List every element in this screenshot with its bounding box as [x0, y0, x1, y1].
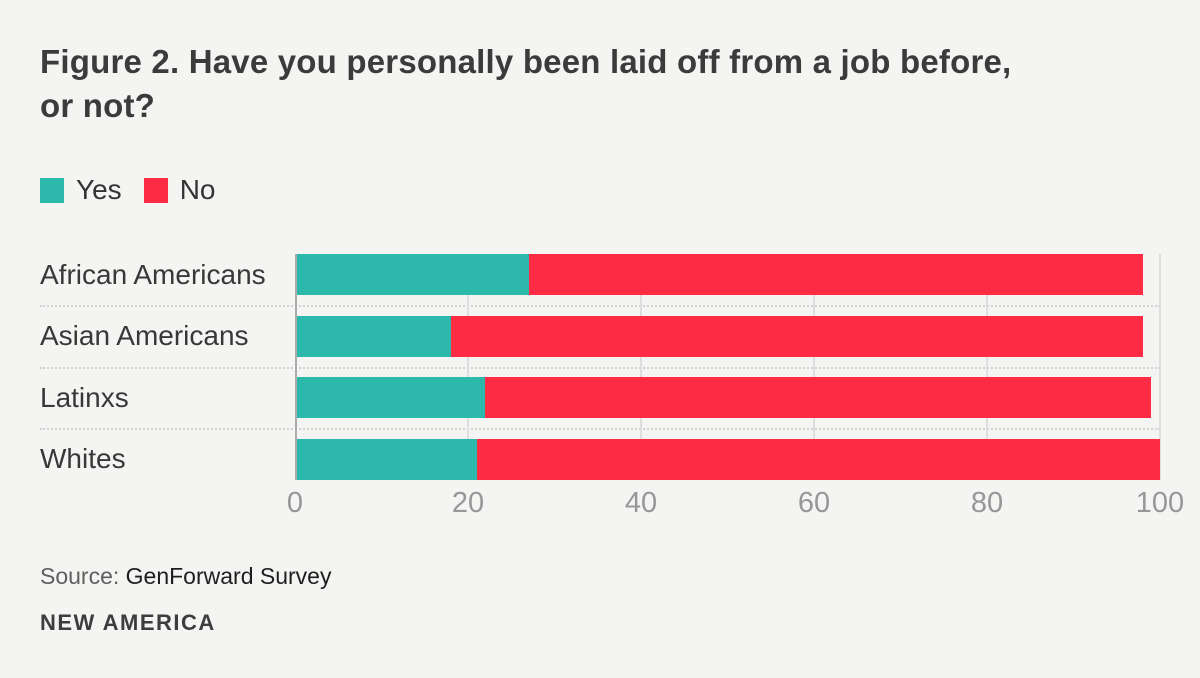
x-tick-label: 60	[797, 487, 831, 519]
bar-chart: African Americans Asian Americans Latinx…	[40, 254, 1184, 519]
x-tick-label: 40	[624, 487, 658, 519]
source-attribution: Source: GenForward Survey	[40, 563, 331, 590]
row-separator	[40, 305, 1160, 307]
row-separator	[40, 428, 1160, 430]
bar-row: Latinxs	[40, 377, 1160, 419]
bar-row: Asian Americans	[40, 315, 1160, 357]
bar-segment-yes	[295, 315, 451, 357]
plot-gridlines	[295, 254, 1161, 480]
row-separator	[40, 367, 1160, 369]
bar-segment-no	[485, 377, 1152, 419]
gridline	[467, 254, 469, 480]
bar-segment-no	[476, 438, 1160, 480]
stacked-bar	[295, 254, 1160, 295]
yes-swatch-icon	[40, 177, 64, 203]
stacked-bar	[295, 315, 1160, 357]
bar-row: African Americans	[40, 254, 1160, 295]
category-label: Latinxs	[40, 381, 129, 413]
x-tick-label: 0	[286, 487, 304, 519]
gridline	[986, 254, 988, 480]
category-label: Asian Americans	[40, 320, 249, 352]
bar-segment-no	[528, 254, 1143, 295]
bar-rows: African Americans Asian Americans Latinx…	[40, 254, 1160, 480]
bar-segment-yes	[295, 254, 529, 295]
new-america-wordmark: NEW AMERICA	[40, 610, 216, 635]
legend-label-yes: Yes	[76, 174, 122, 205]
chart-title: Figure 2. Have you personally been laid …	[40, 43, 1012, 124]
gridline	[1159, 254, 1161, 480]
bar-segment-yes	[295, 377, 486, 419]
bar-segment-yes	[295, 438, 477, 480]
source-prefix: Source:	[40, 563, 126, 589]
x-tick-label: 100	[1135, 487, 1185, 519]
x-tick-label: 80	[970, 487, 1004, 519]
legend-item-no: No	[143, 174, 216, 206]
x-tick-label: 20	[451, 487, 485, 519]
bar-row: Whites	[40, 438, 1160, 480]
category-label: African Americans	[40, 258, 266, 290]
legend-item-yes: Yes	[40, 174, 122, 206]
no-swatch-icon	[143, 177, 168, 203]
stacked-bar	[295, 377, 1160, 419]
category-label: Whites	[40, 443, 126, 475]
zero-axis-line	[295, 254, 297, 480]
source-name: GenForward Survey	[125, 563, 332, 589]
stacked-bar	[295, 438, 1160, 480]
x-axis-ticks: 0 20 40 60 80 100	[287, 487, 1184, 519]
gridline	[813, 254, 815, 480]
bar-segment-no	[450, 315, 1143, 357]
gridline	[640, 254, 642, 480]
legend: Yes No	[40, 174, 215, 206]
legend-label-no: No	[179, 174, 216, 205]
